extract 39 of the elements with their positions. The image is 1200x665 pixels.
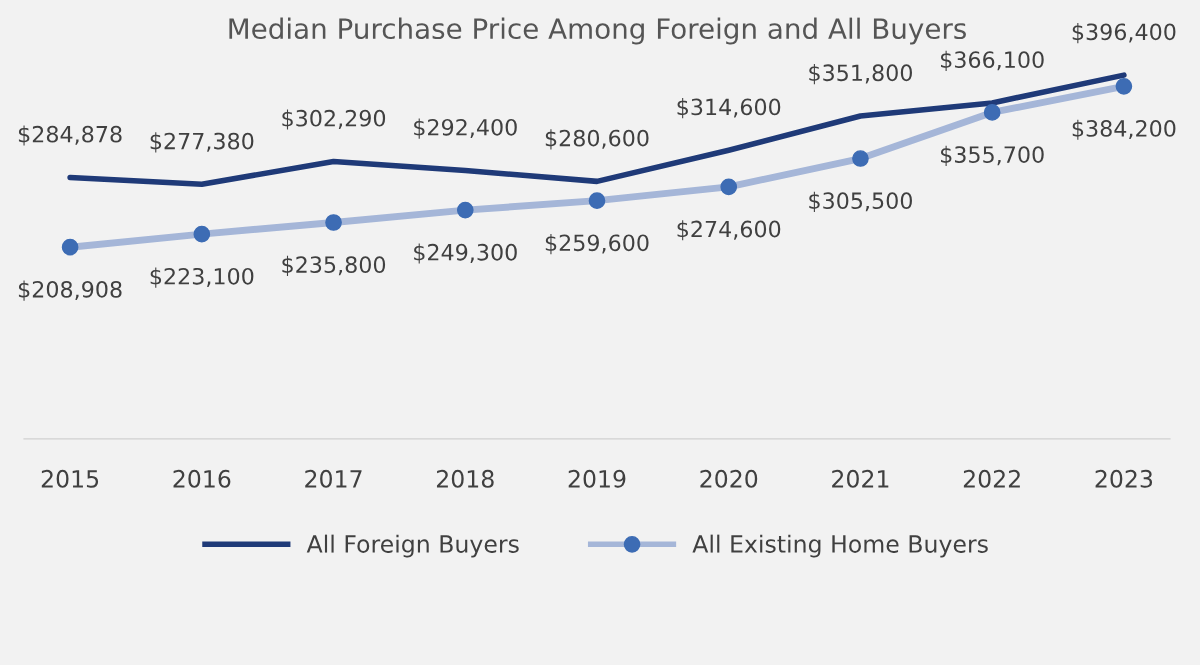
point — [720, 178, 738, 196]
x-tick-label: 2019 — [568, 469, 626, 488]
x-tick-label: 2022 — [963, 469, 1020, 488]
point — [1115, 77, 1133, 95]
point — [456, 201, 474, 219]
data-label: $355,700 — [941, 145, 1044, 166]
data-label: $259,600 — [545, 233, 649, 255]
point — [852, 150, 869, 167]
data-label: $223,100 — [150, 267, 254, 288]
x-tick-label: 2015 — [41, 469, 99, 488]
data-label: $302,290 — [282, 109, 386, 130]
data-label: $280,600 — [545, 129, 649, 150]
point — [193, 225, 211, 243]
x-tick-label: 2021 — [832, 469, 889, 488]
data-label: $384,200 — [1072, 119, 1176, 140]
data-label: $208,908 — [18, 280, 122, 301]
data-label: $396,400 — [1072, 23, 1176, 44]
data-label: $314,600 — [677, 98, 781, 119]
legend-label: All Foreign Buyers — [306, 534, 519, 558]
data-label: $292,400 — [414, 118, 517, 139]
data-label: $284,878 — [18, 125, 122, 146]
point — [61, 238, 79, 256]
data-label: $277,380 — [150, 132, 254, 153]
legend-label: All Existing Home Buyers — [692, 534, 988, 558]
x-tick-label: 2018 — [436, 469, 494, 488]
x-tick-label: 2023 — [1095, 469, 1153, 488]
data-label: $305,500 — [809, 191, 912, 213]
data-label: $235,800 — [282, 255, 386, 276]
x-tick-label: 2017 — [305, 469, 362, 488]
data-label: $249,300 — [414, 243, 517, 264]
point — [588, 192, 606, 209]
data-label: $274,600 — [677, 220, 781, 241]
point — [325, 214, 342, 231]
x-tick-label: 2020 — [700, 469, 758, 488]
point — [983, 104, 1001, 121]
data-label: $351,800 — [809, 63, 912, 85]
chart-title: Median Purchase Price Among Foreign and All Buyers — [229, 17, 966, 45]
data-label: $366,100 — [941, 50, 1044, 71]
x-tick-label: 2016 — [173, 469, 231, 488]
